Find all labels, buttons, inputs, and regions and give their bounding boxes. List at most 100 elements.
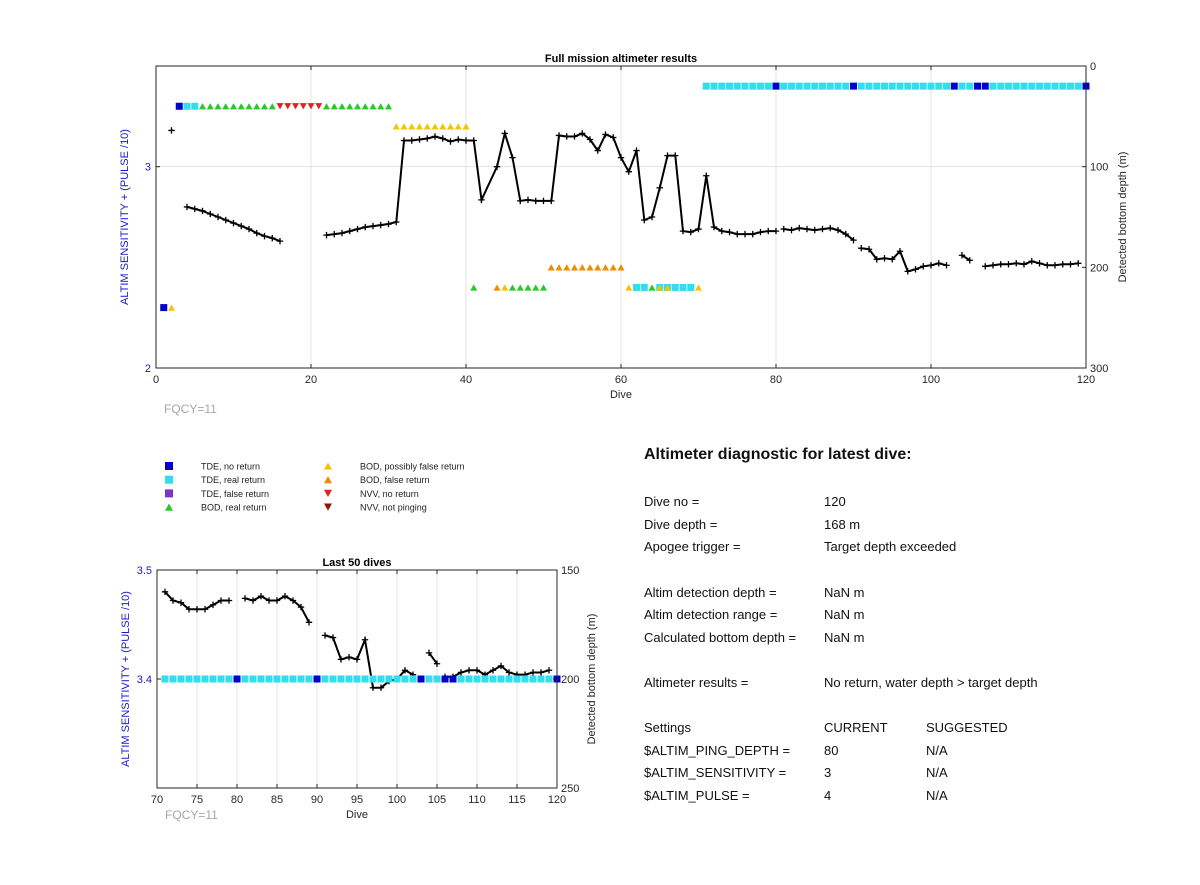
diagnostic-value: NaN m — [824, 607, 865, 622]
depth-point — [858, 245, 865, 252]
tde-real-return-marker — [393, 675, 401, 683]
tde-real-return-marker — [161, 675, 169, 683]
bod-real-return-marker — [237, 103, 245, 110]
y-tick-label-right: 150 — [561, 565, 579, 577]
setting-suggested: N/A — [926, 743, 948, 758]
tde-real-return-marker — [935, 82, 943, 90]
tde-real-return-marker — [401, 675, 409, 683]
x-tick-label: 60 — [615, 374, 627, 386]
legend-label: TDE, false return — [201, 489, 269, 499]
depth-point — [201, 606, 209, 613]
tde-real-return-marker — [873, 82, 881, 90]
depth-point — [168, 127, 175, 134]
depth-point — [579, 130, 586, 137]
depth-point — [465, 667, 473, 674]
bod-possibly-false-return-marker — [501, 284, 509, 291]
tde-real-return-marker — [289, 675, 297, 683]
tde-real-return-marker — [273, 675, 281, 683]
tde-real-return-marker — [733, 82, 741, 90]
tde-real-return-marker — [1012, 82, 1020, 90]
tde-real-return-marker — [337, 675, 345, 683]
depth-point — [457, 669, 465, 676]
setting-current: 80 — [824, 743, 839, 758]
tde-real-return-marker — [780, 82, 788, 90]
legend-label: NVV, no return — [360, 489, 419, 499]
depth-point — [772, 227, 780, 235]
main-chart: 0 20 40 60 80 100 120 2 3 0 100 200 300 Full mission … — [119, 53, 1129, 416]
x-tick-label: 80 — [770, 374, 782, 386]
y-tick-label-left: 3.4 — [137, 674, 152, 686]
tde-real-return-marker — [679, 283, 687, 291]
setting-label: $ALTIM_PING_DEPTH = — [644, 743, 791, 758]
depth-point — [385, 220, 392, 228]
depth-point — [425, 649, 433, 657]
depth-point — [803, 225, 811, 233]
nvv-no-return-marker — [299, 103, 307, 110]
bod-possibly-false-return-marker — [408, 123, 416, 130]
bod-real-return-marker — [377, 103, 385, 110]
depth-point — [447, 138, 454, 145]
depth-point — [245, 225, 253, 233]
legend-label: TDE, real return — [201, 475, 265, 485]
bod-real-return-marker — [369, 103, 377, 110]
tde-real-return-marker — [513, 675, 521, 683]
nvv-no-return-marker — [307, 103, 315, 110]
bod-real-return-marker — [516, 284, 524, 291]
diagnostic-value: NaN m — [824, 585, 865, 600]
depth-point — [289, 597, 297, 604]
bod-possibly-false-return-marker — [431, 123, 439, 130]
depth-point — [455, 136, 462, 143]
x-tick-label: 85 — [271, 794, 283, 806]
tde-no-return-marker — [981, 82, 989, 90]
tde-real-return-marker — [888, 82, 896, 90]
bod-false-return-marker — [586, 264, 594, 271]
tde-real-return-marker — [912, 82, 919, 90]
depth-point — [943, 262, 950, 269]
bod-real-return-marker — [253, 103, 261, 110]
setting-current: 3 — [824, 765, 832, 780]
tde-real-return-marker — [1020, 82, 1028, 90]
bod-real-return-marker — [214, 103, 222, 110]
tde-real-return-marker — [409, 675, 417, 683]
tde-real-return-marker — [788, 82, 795, 90]
depth-point — [524, 196, 532, 204]
legend-label: NVV, not pinging — [360, 503, 427, 513]
depth-point — [207, 210, 214, 218]
depth-point — [586, 136, 594, 143]
depth-point — [199, 207, 206, 215]
settings-header-current: CURRENT — [824, 720, 888, 735]
depth-point — [529, 669, 537, 676]
depth-point — [920, 263, 927, 270]
bod-real-return-marker — [206, 103, 214, 110]
depth-line-segment — [961, 254, 971, 262]
depth-point — [881, 255, 888, 262]
tde-real-return-marker — [433, 675, 441, 683]
depth-point — [281, 592, 289, 600]
depth-point — [161, 588, 169, 595]
tde-real-return-marker — [834, 82, 842, 90]
x-tick-label: 120 — [548, 794, 566, 806]
depth-point — [656, 184, 663, 192]
sub-chart: 70 75 80 85 90 95 100 105 110 115 120 3.4 3.5 150 200 2… — [120, 557, 598, 822]
depth-point — [338, 229, 346, 237]
depth-point — [648, 213, 656, 221]
depth-point — [193, 606, 201, 613]
tde-real-return-marker — [183, 102, 191, 110]
tde-real-return-marker — [385, 675, 393, 683]
tde-no-return-marker — [160, 304, 168, 312]
diagnostic-label: Altim detection range = — [644, 607, 778, 622]
tde-real-return-marker — [169, 675, 177, 683]
tde-real-return-marker — [489, 675, 497, 683]
tde-real-return-marker — [811, 82, 819, 90]
depth-point — [563, 133, 570, 140]
depth-point — [548, 197, 555, 205]
bod-real-return-marker — [346, 103, 354, 110]
depth-point — [610, 134, 617, 141]
diagnostic-label: Dive depth = — [644, 517, 718, 532]
legend-label: BOD, false return — [360, 475, 430, 485]
y-tick-label-left: 2 — [145, 363, 151, 375]
depth-point — [537, 669, 545, 676]
tde-real-return-marker — [217, 675, 225, 683]
bod-possibly-false-return-marker — [439, 123, 447, 130]
settings-header-suggested: SUGGESTED — [926, 720, 1008, 735]
